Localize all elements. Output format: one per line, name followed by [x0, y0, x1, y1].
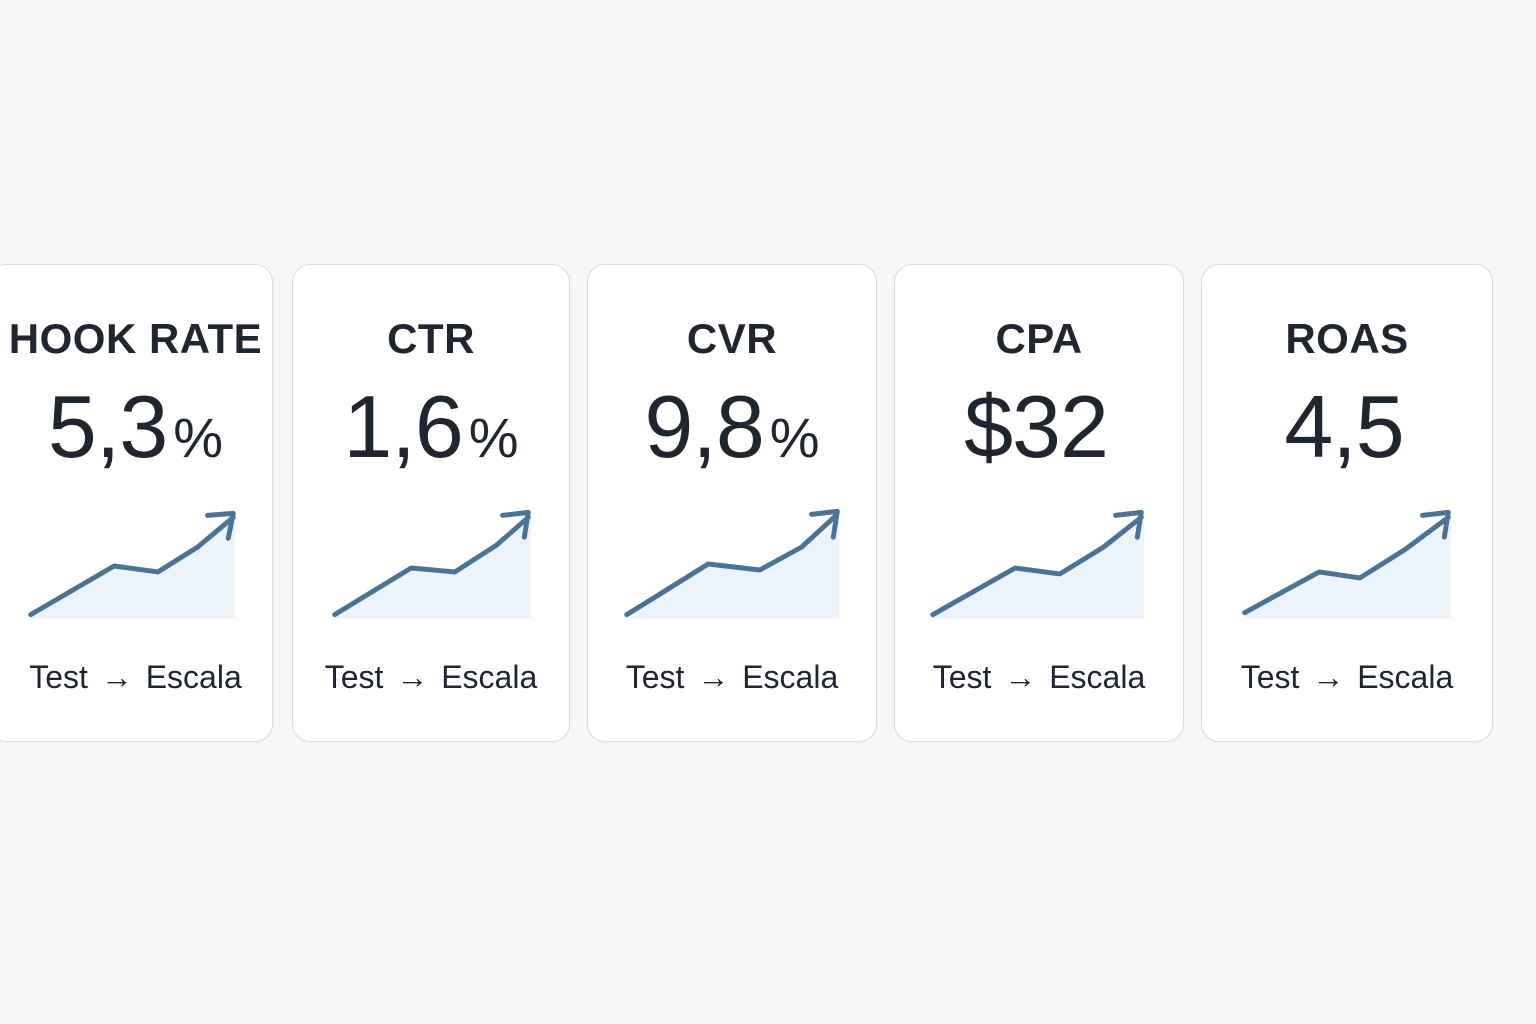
- caption-from: Test: [625, 659, 685, 695]
- caption-from: Test: [324, 659, 384, 695]
- caption-to: Escala: [145, 659, 242, 695]
- card-title: HOOK RATE: [8, 315, 263, 362]
- caption-to: Escala: [742, 659, 839, 695]
- card-title: CPA: [995, 315, 1083, 362]
- card-title: CTR: [387, 315, 475, 362]
- value-unit: %: [769, 406, 820, 469]
- arrow-right-icon: →: [100, 659, 133, 695]
- arrow-right-icon: →: [697, 659, 730, 695]
- card-value: $32: [895, 383, 1183, 471]
- card-caption: Test → Escala: [0, 659, 272, 696]
- metric-card-hook-rate: HOOK RATE 5,3% Test → Escala: [0, 264, 273, 742]
- metric-card-cvr: CVR 9,8% Test → Escala: [587, 264, 877, 742]
- trend-up-icon: [332, 509, 532, 619]
- caption-from: Test: [29, 659, 88, 695]
- caption-to: Escala: [1049, 659, 1146, 695]
- trend-up-icon: [28, 510, 236, 619]
- value-number: 1,6: [343, 377, 463, 476]
- arrow-right-icon: →: [1004, 659, 1037, 695]
- caption-to: Escala: [441, 659, 538, 695]
- card-value: 1,6%: [293, 383, 569, 471]
- card-value: 4,5: [1202, 383, 1492, 471]
- card-value: 5,3%: [0, 383, 272, 471]
- metric-card-row: HOOK RATE 5,3% Test → Escala CTR 1,6% Te…: [0, 264, 1536, 744]
- card-caption: Test → Escala: [588, 659, 876, 696]
- trend-up-icon: [624, 508, 840, 619]
- metric-card-ctr: CTR 1,6% Test → Escala: [292, 264, 570, 742]
- card-value: 9,8%: [588, 383, 876, 471]
- trend-up-icon: [1242, 509, 1452, 619]
- caption-from: Test: [932, 659, 992, 695]
- card-caption: Test → Escala: [293, 659, 569, 696]
- value-number: 4,5: [1284, 377, 1404, 476]
- card-title: CVR: [686, 315, 778, 362]
- metric-card-cpa: CPA $32 Test → Escala: [894, 264, 1184, 742]
- arrow-right-icon: →: [1312, 659, 1345, 695]
- value-unit: %: [468, 406, 519, 469]
- arrow-right-icon: →: [396, 659, 429, 695]
- card-caption: Test → Escala: [895, 659, 1183, 696]
- metric-card-roas: ROAS 4,5 Test → Escala: [1201, 264, 1493, 742]
- card-caption: Test → Escala: [1202, 659, 1492, 696]
- caption-to: Escala: [1357, 659, 1454, 695]
- card-title: ROAS: [1285, 315, 1409, 362]
- value-number: $32: [964, 377, 1109, 476]
- trend-up-icon: [930, 509, 1145, 619]
- value-unit: %: [173, 406, 224, 469]
- caption-from: Test: [1240, 659, 1300, 695]
- value-number: 9,8: [644, 377, 764, 476]
- value-number: 5,3: [47, 377, 168, 476]
